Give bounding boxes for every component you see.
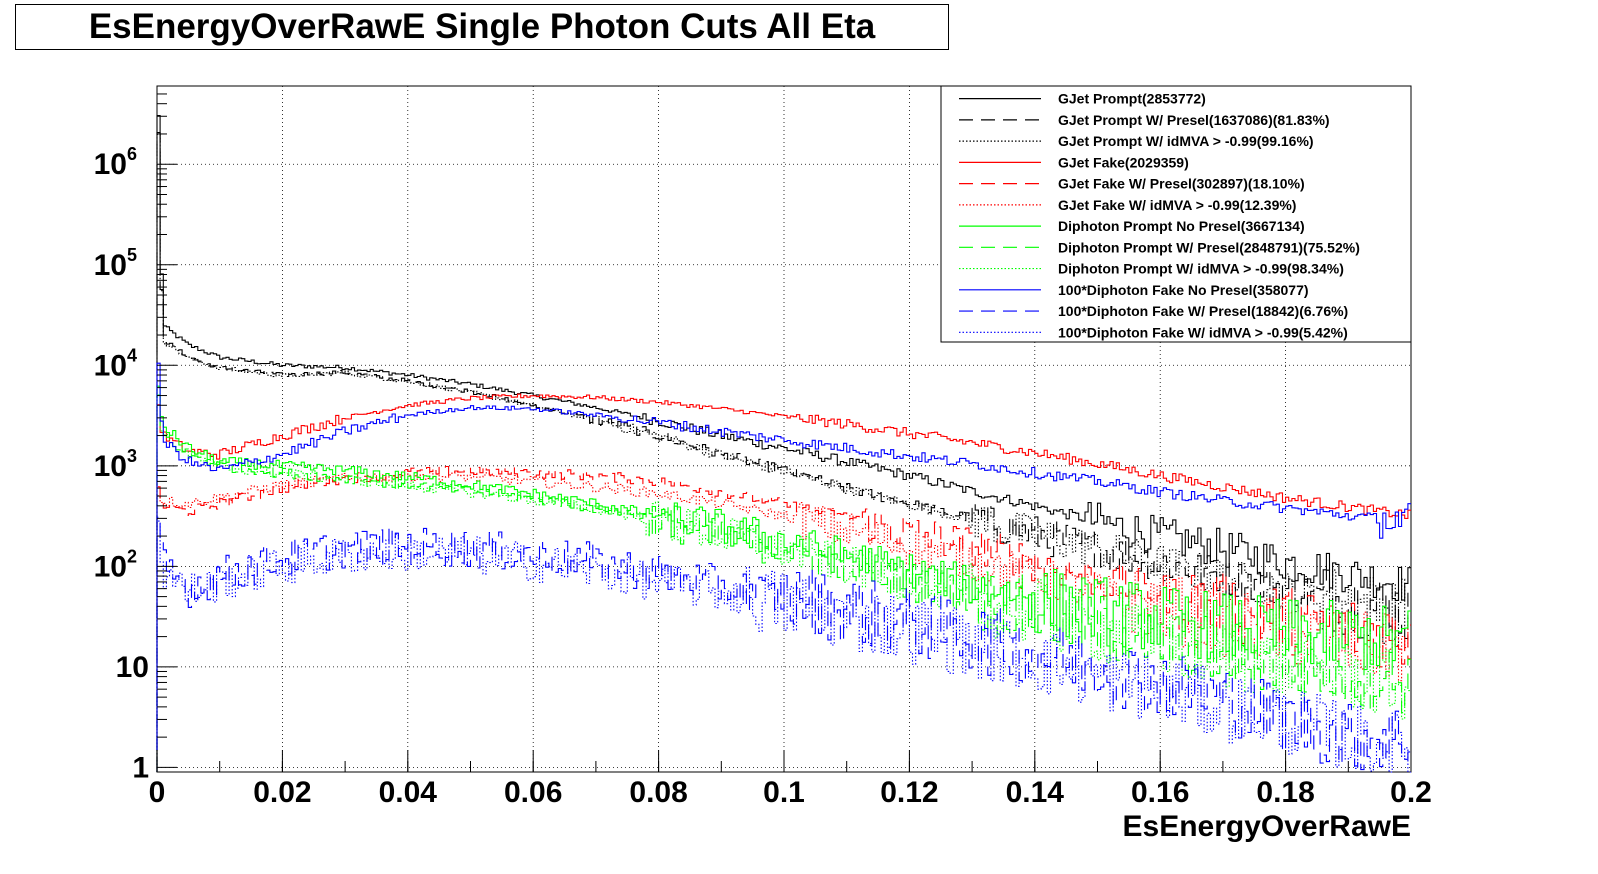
- x-tick-label: 0.06: [504, 776, 562, 809]
- x-tick-label: 0.2: [1390, 776, 1432, 809]
- series-line-3: [156, 133, 1411, 772]
- legend-label: 100*Diphoton Fake W/ idMVA > -0.99(5.42%…: [1058, 324, 1348, 340]
- legend-label: 100*Diphoton Fake No Presel(358077): [1058, 282, 1309, 298]
- y-tick-label: 103: [94, 446, 137, 483]
- legend-label: GJet Fake W/ idMVA > -0.99(12.39%): [1058, 197, 1296, 213]
- y-tick-label: 102: [94, 546, 137, 583]
- x-tick-label: 0.12: [880, 776, 938, 809]
- y-tick-label: 1: [132, 751, 149, 784]
- legend-label: GJet Fake W/ Presel(302897)(18.10%): [1058, 176, 1305, 192]
- legend-label: GJet Prompt(2853772): [1058, 91, 1206, 107]
- legend-label: Diphoton Prompt No Presel(3667134): [1058, 218, 1305, 234]
- chart-title-box: EsEnergyOverRawE Single Photon Cuts All …: [15, 4, 949, 50]
- x-tick-label: 0.08: [629, 776, 687, 809]
- x-tick-label: 0: [149, 776, 166, 809]
- series-line-5: [156, 465, 1411, 772]
- chart-title: EsEnergyOverRawE Single Photon Cuts All …: [88, 7, 876, 46]
- series-line-4: [156, 393, 1411, 772]
- legend-box: [940, 85, 1412, 343]
- series-line-2: [156, 132, 1411, 772]
- x-tick-label: 0.14: [1006, 776, 1065, 809]
- legend: GJet Prompt(2853772) GJet Prompt W/ Prese…: [940, 85, 1412, 343]
- x-tick-label: 0.02: [253, 776, 311, 809]
- y-tick-label: 104: [94, 345, 137, 382]
- series-layer: [156, 115, 1411, 773]
- x-tick-label: 0.18: [1256, 776, 1314, 809]
- x-tick-label: 0.04: [379, 776, 438, 809]
- series-line-7: [156, 385, 1411, 772]
- x-tick-label: 0.16: [1131, 776, 1189, 809]
- legend-label: GJet Fake(2029359): [1058, 154, 1189, 170]
- legend-label: Diphoton Prompt W/ idMVA > -0.99(98.34%): [1058, 261, 1344, 277]
- legend-label: 100*Diphoton Fake W/ Presel(18842)(6.76%…: [1058, 303, 1348, 319]
- legend-label: GJet Prompt W/ idMVA > -0.99(99.16%): [1058, 133, 1314, 149]
- series-line-9: [156, 396, 1411, 772]
- axes: 0 0.02 0.04 0.06 0.08 0.1 0.12 0.14 0.16 0.18 0.2 1…: [94, 85, 1432, 809]
- legend-label: Diphoton Prompt W/ Presel(2848791)(75.52…: [1058, 239, 1360, 255]
- x-axis-title: EsEnergyOverRawE: [1123, 810, 1411, 843]
- y-tick-label: 10: [116, 651, 149, 684]
- y-tick-label: 105: [94, 245, 137, 282]
- x-tick-label: 0.1: [763, 776, 805, 809]
- y-tick-label: 106: [94, 144, 137, 181]
- series-line-10: [156, 362, 1411, 772]
- legend-label: GJet Prompt W/ Presel(1637086)(81.83%): [1058, 112, 1330, 128]
- series-line-1: [156, 115, 1411, 772]
- series-line-11: [156, 516, 1411, 772]
